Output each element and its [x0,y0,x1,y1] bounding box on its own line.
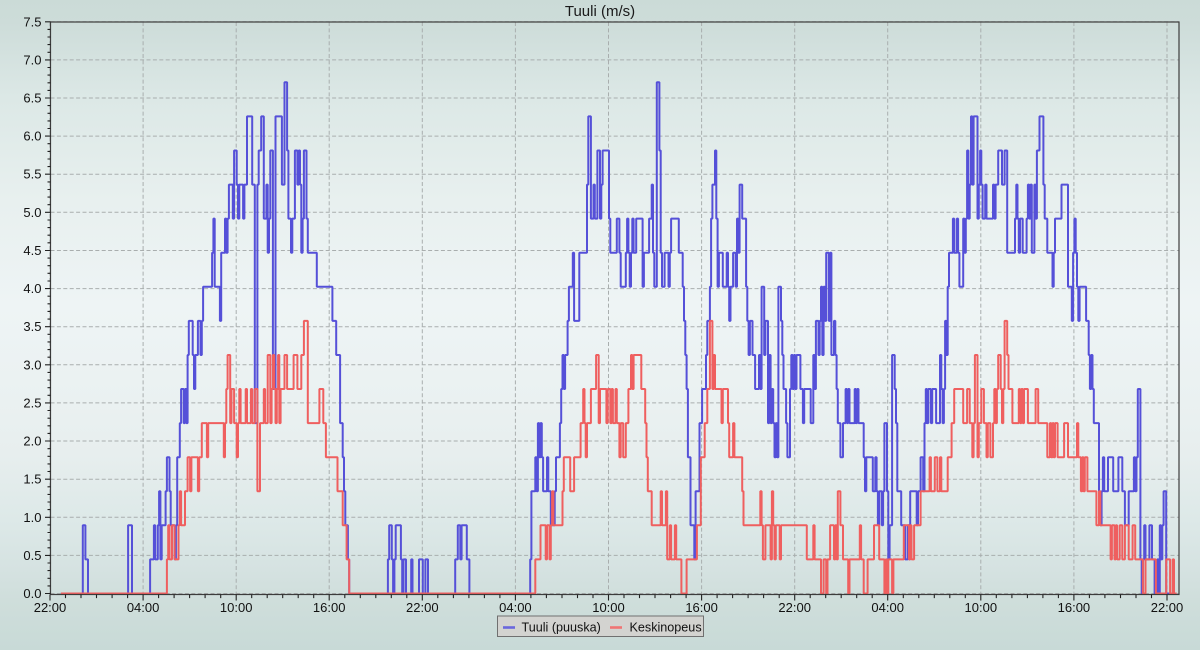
svg-text:7.5: 7.5 [23,14,41,29]
svg-text:22:00: 22:00 [406,600,439,615]
svg-text:1.0: 1.0 [23,510,41,525]
svg-text:10:00: 10:00 [965,600,998,615]
svg-text:04:00: 04:00 [127,600,160,615]
svg-text:3.5: 3.5 [23,319,41,334]
svg-text:5.5: 5.5 [23,167,41,182]
svg-text:22:00: 22:00 [778,600,811,615]
svg-text:6.5: 6.5 [23,91,41,106]
svg-text:Tuuli (m/s): Tuuli (m/s) [565,3,635,20]
svg-text:16:00: 16:00 [1058,600,1091,615]
svg-text:10:00: 10:00 [220,600,253,615]
svg-text:10:00: 10:00 [592,600,625,615]
svg-text:4.0: 4.0 [23,281,41,296]
svg-text:22:00: 22:00 [34,600,67,615]
svg-text:16:00: 16:00 [313,600,346,615]
svg-text:Keskinopeus: Keskinopeus [630,620,702,634]
svg-text:3.0: 3.0 [23,357,41,372]
svg-text:2.0: 2.0 [23,434,41,449]
svg-text:2.5: 2.5 [23,395,41,410]
svg-text:7.0: 7.0 [23,52,41,67]
svg-text:1.5: 1.5 [23,472,41,487]
svg-text:04:00: 04:00 [499,600,532,615]
svg-text:0.5: 0.5 [23,548,41,563]
svg-text:Tuuli (puuska): Tuuli (puuska) [522,620,601,634]
svg-text:16:00: 16:00 [685,600,718,615]
svg-text:22:00: 22:00 [1151,600,1184,615]
svg-text:04:00: 04:00 [871,600,904,615]
svg-text:6.0: 6.0 [23,129,41,144]
svg-text:4.5: 4.5 [23,243,41,258]
svg-text:0.0: 0.0 [23,586,41,601]
svg-text:5.0: 5.0 [23,205,41,220]
